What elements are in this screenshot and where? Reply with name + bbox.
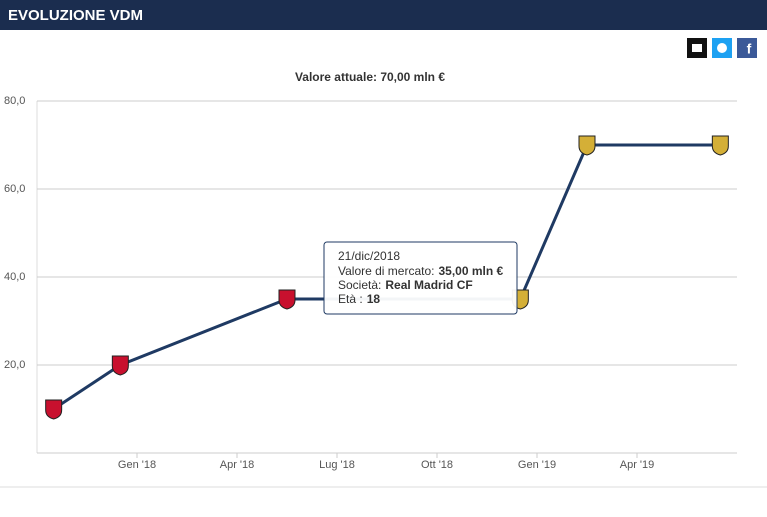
x-tick-label: Ott '18 [421, 459, 453, 471]
tooltip-label: Società: [338, 278, 381, 292]
x-tick-label: Gen '18 [118, 459, 156, 471]
club-crest-marker [578, 135, 596, 156]
club-crest-marker [711, 135, 729, 156]
chart-subtitle: Valore attuale: 70,00 mln € [295, 70, 445, 84]
club-crest-marker [278, 289, 296, 310]
x-tick-label: Lug '18 [319, 459, 355, 471]
club-crest-marker [111, 355, 129, 376]
tooltip-box [323, 241, 518, 315]
y-tick-label: 80,0 [4, 95, 25, 107]
facebook-icon[interactable] [737, 38, 757, 58]
tooltip-value: Real Madrid CF [385, 278, 472, 292]
tooltip-label: Valore di mercato: [338, 264, 435, 278]
x-tick-label: Gen '19 [518, 459, 556, 471]
tooltip-title: 21/dic/2018 [338, 249, 400, 263]
y-tick-label: 20,0 [4, 359, 25, 371]
share-icons: f [687, 38, 757, 58]
tooltip-value: 35,00 mln € [439, 264, 504, 278]
club-crest-marker [45, 399, 63, 420]
header-title: EVOLUZIONE VDM [8, 7, 143, 24]
y-tick-label: 60,0 [4, 183, 25, 195]
tooltip-label: Età : [338, 292, 363, 306]
y-tick-label: 40,0 [4, 271, 25, 283]
tooltip-value: 18 [367, 292, 381, 306]
x-tick-label: Apr '18 [220, 459, 255, 471]
header-bar [0, 0, 767, 30]
svg-text:f: f [747, 41, 752, 57]
x-tick-label: Apr '19 [620, 459, 655, 471]
